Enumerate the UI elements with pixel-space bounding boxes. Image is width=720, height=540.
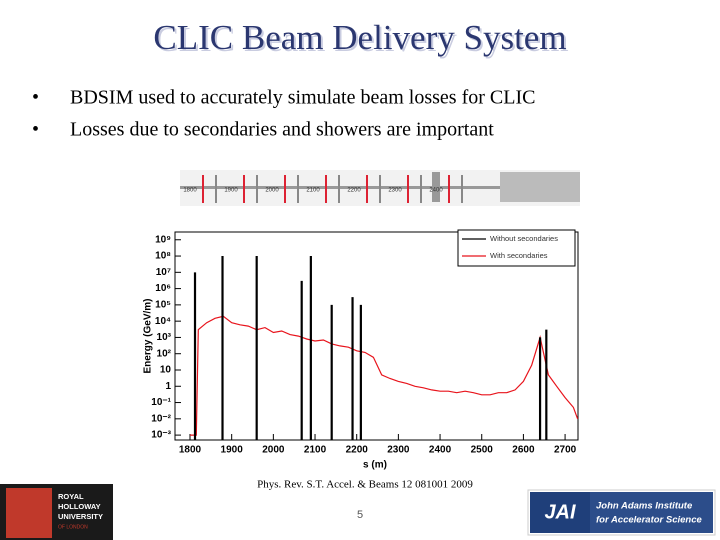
logo-text: HOLLOWAY: [58, 502, 101, 511]
strip-element: [420, 175, 422, 203]
strip-label: 2100: [306, 188, 320, 194]
logo-mark: [530, 492, 590, 533]
logo-text: ROYAL: [58, 492, 84, 501]
y-tick-label: 10⁸: [155, 251, 171, 262]
strip-element: [243, 175, 245, 203]
legend-label: With secondaries: [490, 251, 548, 260]
strip-element: [202, 175, 204, 203]
citation: Phys. Rev. S.T. Accel. & Beams 12 081001…: [257, 479, 473, 491]
x-axis-label: s (m): [363, 460, 387, 471]
logo-band: [590, 492, 713, 533]
x-tick-label: 2500: [471, 445, 494, 456]
x-tick-label: 1900: [221, 445, 244, 456]
plot-area: [174, 231, 579, 441]
title: CLIC Beam Delivery System: [153, 18, 566, 57]
strip-element: [297, 175, 299, 203]
x-tick-label: 2300: [387, 445, 410, 456]
x-tick-label: 2000: [262, 445, 285, 456]
y-tick-label: 1: [165, 381, 171, 392]
bullet-dot: •: [32, 87, 39, 109]
x-tick-label: 2200: [346, 445, 369, 456]
strip-element: [366, 175, 368, 203]
x-tick-label: 2600: [512, 445, 535, 456]
logo-text: John Adams Institute: [596, 501, 693, 512]
page-number: 5: [357, 509, 363, 521]
strip-element: [284, 175, 286, 203]
logo-text: UNIVERSITY: [58, 512, 103, 521]
logo-text: for Accelerator Science: [596, 515, 702, 526]
y-tick-label: 10⁻¹: [151, 397, 171, 408]
x-tick-label: 2400: [429, 445, 452, 456]
bullet: BDSIM used to accurately simulate beam l…: [70, 87, 535, 109]
legend-label: Without secondaries: [490, 234, 558, 243]
logo-text: OF LONDON: [58, 524, 88, 530]
strip-label: 2000: [265, 188, 279, 194]
y-tick-label: 10⁴: [155, 316, 171, 327]
strip-element: [256, 175, 258, 203]
strip-element: [407, 175, 409, 203]
title-shadow: CLIC Beam Delivery System: [155, 20, 568, 59]
rhul-logo: ROYAL HOLLOWAY UNIVERSITY OF LONDON: [0, 484, 113, 540]
jai-logo: JAI John Adams Institute for Accelerator…: [527, 489, 716, 536]
y-tick-label: 10⁹: [155, 234, 171, 245]
strip-element: [325, 175, 327, 203]
data-line: [190, 315, 579, 436]
x-tick-label: 2100: [304, 445, 327, 456]
strip-element: [379, 175, 381, 203]
x-tick-label: 1800: [179, 445, 202, 456]
strip-label: 2200: [347, 188, 361, 194]
logo-crest: [6, 488, 52, 538]
y-tick-label: 10⁻³: [151, 430, 171, 441]
strip-element: [448, 175, 450, 203]
y-tick-label: 10: [160, 365, 172, 376]
chart: 10⁻³ 10⁻² 10⁻¹ 1 10 10² 10³ 10⁴ 10⁵ 10⁶ 10⁷ 10⁸ 10⁹ 1…: [143, 229, 579, 471]
strip-element: [338, 175, 340, 203]
y-axis-label: Energy (GeV/m): [143, 298, 154, 373]
y-tick-label: 10⁻²: [151, 413, 171, 424]
strip-label: 2400: [429, 188, 443, 194]
logo-jai: JAI: [544, 501, 576, 523]
strip-block: [432, 172, 440, 202]
y-tick-label: 10⁵: [155, 300, 171, 311]
strip-block: [500, 172, 580, 202]
y-tick-label: 10⁶: [155, 283, 171, 294]
strip-label: 2300: [388, 188, 402, 194]
legend-box: [457, 229, 576, 267]
y-tick-label: 10³: [157, 332, 172, 343]
y-tick-label: 10²: [157, 348, 172, 359]
bullet-dot: •: [32, 119, 39, 141]
bullet: Losses due to secondaries and showers ar…: [70, 119, 494, 141]
strip-element: [215, 175, 217, 203]
y-tick-label: 10⁷: [156, 267, 171, 278]
strip-elements: 1800 1900 2000 2100 2200 2300 2400: [183, 175, 463, 203]
x-tick-label: 2700: [554, 445, 577, 456]
strip-element: [461, 175, 463, 203]
strip-label: 1800: [183, 188, 197, 194]
strip-label: 1900: [224, 188, 238, 194]
